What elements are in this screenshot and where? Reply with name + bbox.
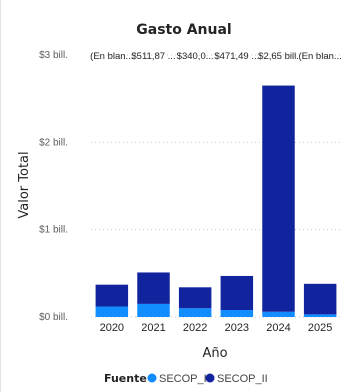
bars[interactable] (95, 85, 337, 317)
bar-secop-i-2021[interactable] (137, 303, 170, 317)
x-tick-label: 2022 (183, 322, 207, 334)
bar-secop-i-2022[interactable] (178, 308, 212, 317)
legend-label-secop-ii[interactable]: SECOP_II (217, 373, 268, 385)
y-axis-label: Valor Total (17, 151, 32, 218)
total-label-2023: $471,49 ... (214, 51, 259, 62)
bar-secop-ii-2023[interactable] (220, 275, 254, 311)
x-tick-label: 2025 (308, 322, 332, 334)
x-tick-label: 2020 (100, 322, 124, 334)
legend[interactable]: Fuente SECOP_I SECOP_II (104, 372, 268, 385)
bar-secop-ii-2022[interactable] (178, 287, 212, 309)
legend-marker-secop-ii[interactable] (205, 373, 215, 383)
y-tick-label: $2 bill. (39, 137, 68, 148)
legend-marker-secop-i[interactable] (147, 373, 157, 383)
total-label-2024: $2,65 bill. (258, 51, 299, 62)
x-tick-label: 2023 (225, 322, 249, 334)
bar-secop-ii-2025[interactable] (303, 283, 337, 315)
data-labels: (En blan...$511,87 ... $340,0... $471,49 .… (90, 51, 342, 62)
bar-secop-i-2020[interactable] (95, 306, 129, 317)
x-axis-label: Año (202, 346, 227, 361)
y-tick-label: $1 bill. (39, 225, 68, 236)
grid (91, 54, 341, 318)
y-axis: $0 bill. $1 bill. $2 bill. $3 bill. (39, 50, 68, 323)
y-tick-label: $0 bill. (39, 312, 68, 323)
x-tick-label: 2024 (266, 322, 290, 334)
bar-secop-ii-2021[interactable] (137, 272, 170, 304)
total-label-2020: (En blan... (90, 51, 133, 62)
bar-secop-i-2025[interactable] (303, 314, 337, 317)
bar-secop-ii-2024[interactable] (262, 85, 295, 312)
chart-title: Gasto Anual (136, 22, 231, 38)
total-label-2022: $340,0... (177, 51, 214, 62)
x-tick-label: 2021 (141, 322, 165, 334)
legend-title[interactable]: Fuente (104, 372, 147, 385)
bar-secop-i-2023[interactable] (220, 310, 254, 317)
bar-secop-ii-2020[interactable] (95, 284, 129, 307)
x-axis: 2020 2021 2022 2023 2024 2025 (100, 322, 333, 334)
legend-label-secop-i[interactable]: SECOP_I (159, 373, 207, 385)
bar-secop-i-2024[interactable] (262, 311, 295, 317)
total-label-2021: $511,87 ... (131, 51, 175, 62)
total-label-2025: (En blan... (299, 51, 342, 62)
y-tick-label: $3 bill. (39, 50, 68, 61)
